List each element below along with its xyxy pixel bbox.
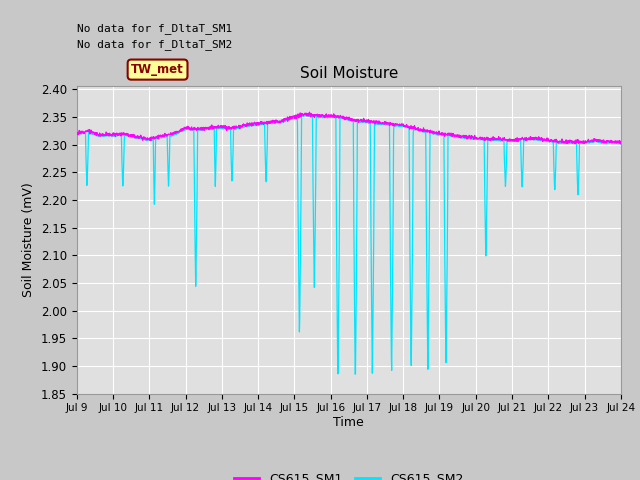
- Title: Soil Moisture: Soil Moisture: [300, 66, 398, 81]
- Y-axis label: Soil Moisture (mV): Soil Moisture (mV): [22, 182, 35, 298]
- Text: No data for f_DltaT_SM2: No data for f_DltaT_SM2: [77, 39, 232, 50]
- Legend: CS615_SM1, CS615_SM2: CS615_SM1, CS615_SM2: [229, 468, 468, 480]
- Text: No data for f_DltaT_SM1: No data for f_DltaT_SM1: [77, 23, 232, 34]
- Text: TW_met: TW_met: [131, 63, 184, 76]
- X-axis label: Time: Time: [333, 416, 364, 429]
